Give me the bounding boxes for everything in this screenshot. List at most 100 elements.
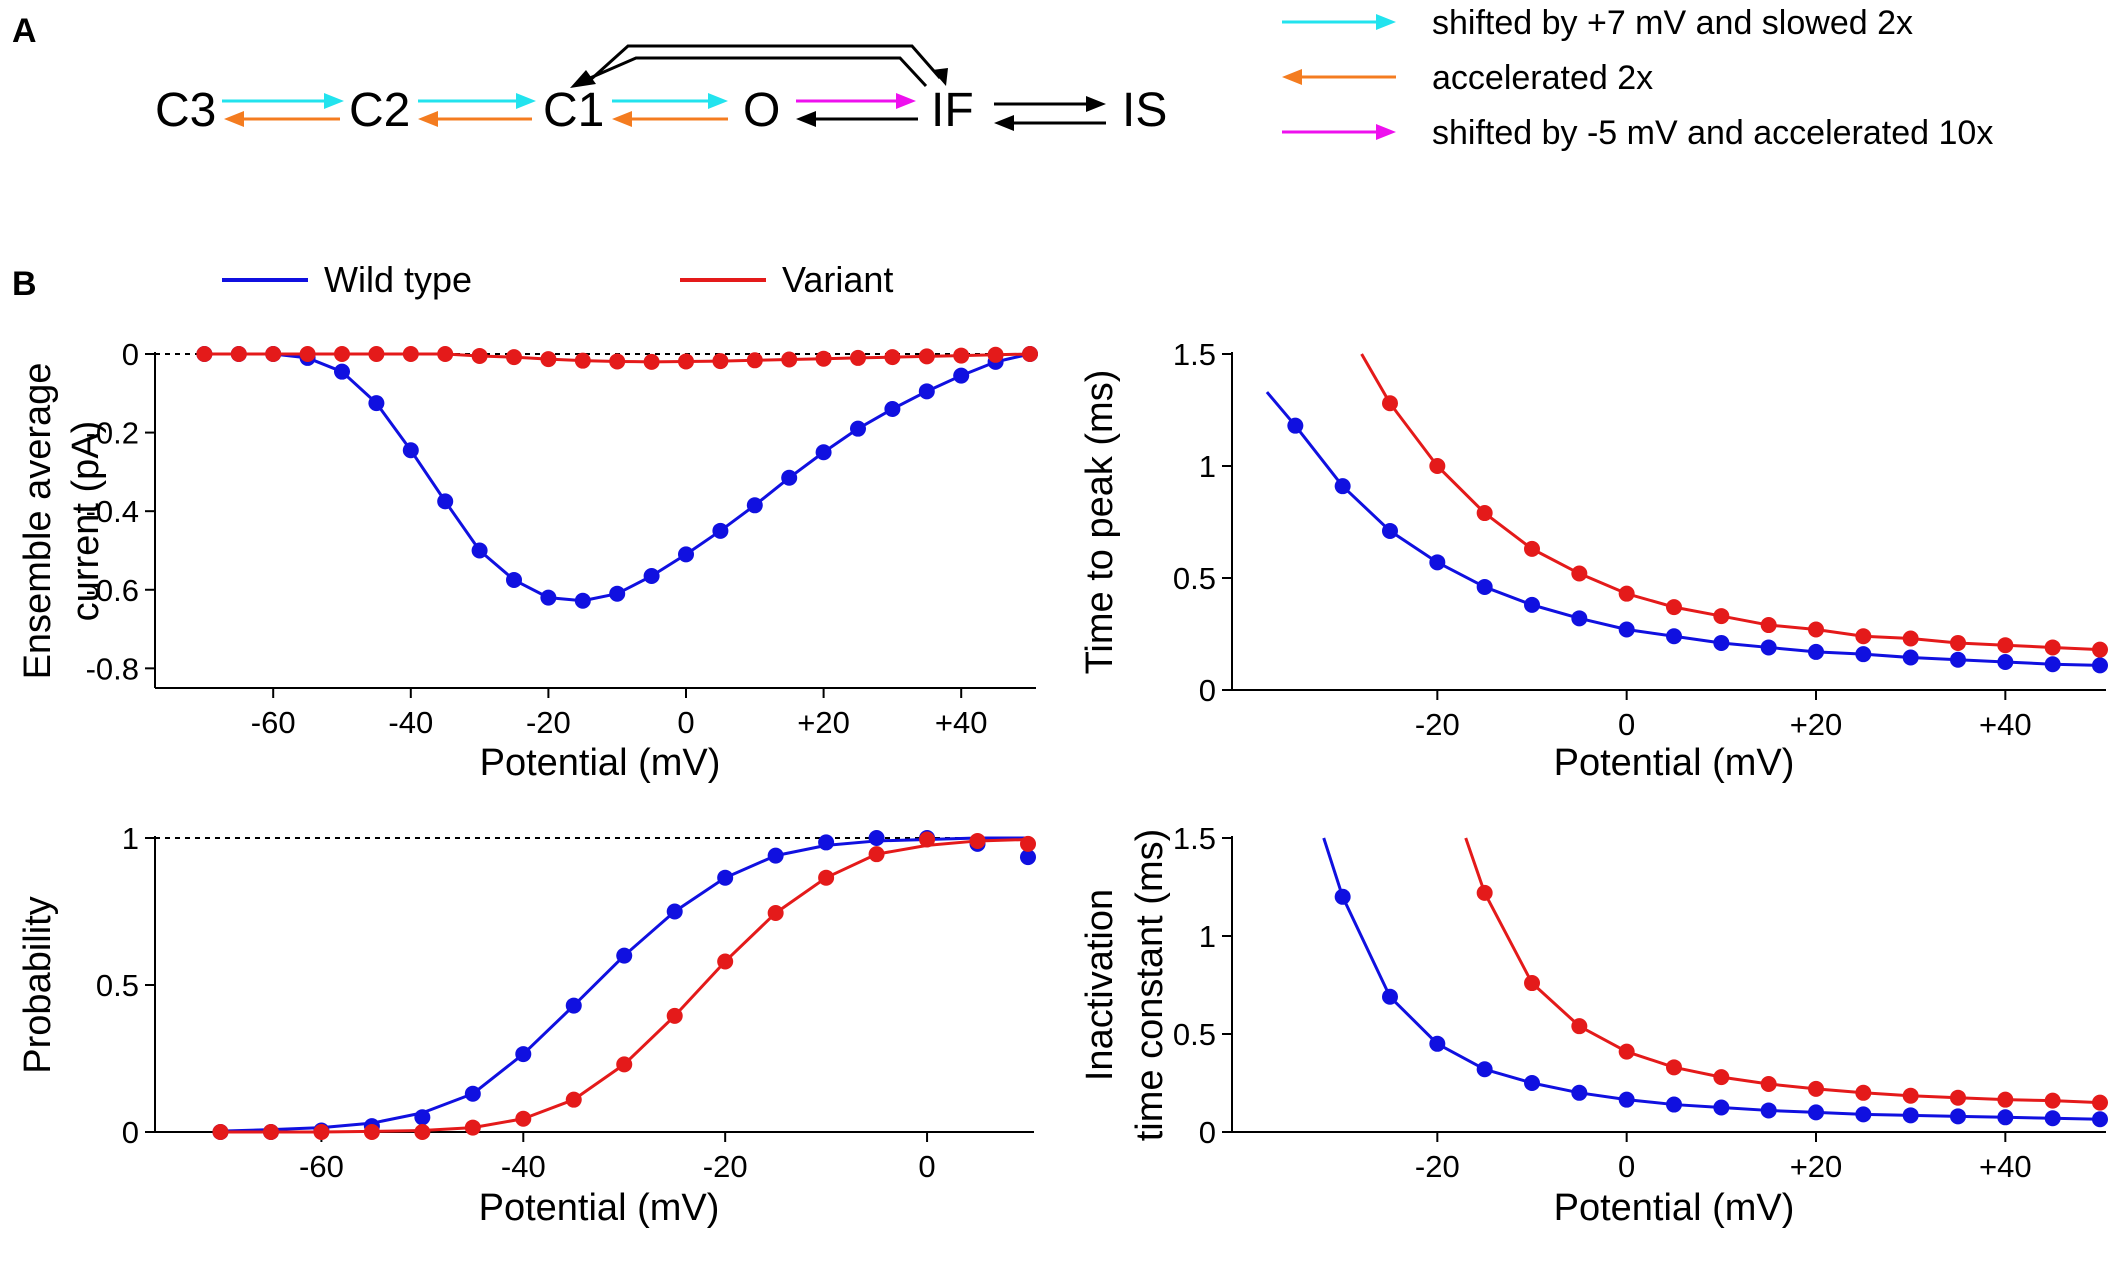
data-point — [1618, 585, 1635, 602]
data-point — [1476, 578, 1493, 595]
data-point — [1429, 554, 1446, 571]
data-point — [1902, 649, 1919, 666]
data-point — [1808, 643, 1824, 660]
x-axis-label: Potential (mV) — [1554, 742, 1795, 784]
series-line — [204, 352, 1031, 603]
data-point — [666, 903, 683, 920]
data-point — [884, 349, 901, 366]
series-legend-label: Variant — [782, 259, 893, 300]
arrow-o-if — [796, 93, 916, 109]
data-point — [1666, 628, 1682, 645]
y-tick-label: 0 — [1199, 1115, 1216, 1150]
data-point — [1476, 884, 1493, 901]
x-tick-label: -20 — [1415, 1149, 1460, 1184]
x-tick-label: +20 — [1790, 1149, 1843, 1184]
data-point — [678, 353, 694, 370]
data-point — [515, 1046, 532, 1063]
data-point — [1760, 1102, 1777, 1119]
arrow-c1-if-loop — [586, 44, 948, 86]
data-point — [1334, 478, 1351, 495]
data-point — [414, 1124, 431, 1140]
data-point — [1760, 1075, 1777, 1092]
y-tick-label: 1.5 — [1173, 337, 1216, 372]
data-point — [868, 846, 885, 863]
data-point — [884, 401, 901, 418]
data-point — [1429, 1035, 1446, 1052]
data-point — [746, 497, 763, 514]
series-line — [220, 836, 1028, 1133]
data-point — [2044, 1092, 2061, 1109]
y-tick-label: 1 — [1199, 919, 1216, 954]
scheme-legend-item: accelerated 2x — [1282, 59, 1653, 97]
data-point — [1382, 395, 1398, 412]
data-point — [609, 585, 626, 602]
data-point — [1571, 1018, 1588, 1035]
data-point — [363, 1124, 380, 1140]
data-point — [987, 346, 1004, 363]
y-tick-label: 0.5 — [1173, 561, 1216, 596]
data-point — [1666, 599, 1682, 616]
data-point — [1476, 1061, 1493, 1078]
data-point — [574, 352, 591, 369]
data-point — [1571, 610, 1588, 627]
y-tick-label: -0.6 — [86, 573, 139, 608]
state-c3: C3 — [155, 84, 216, 137]
series-line — [1464, 837, 2101, 1105]
data-point — [1571, 565, 1588, 582]
x-tick-label: +40 — [1979, 1149, 2032, 1184]
y-axis-label: Time to peak (ms) — [1079, 370, 1121, 675]
data-point — [262, 1124, 279, 1140]
data-point — [1950, 651, 1966, 668]
data-point — [717, 869, 734, 886]
data-point — [1855, 646, 1872, 663]
x-tick-label: 0 — [677, 705, 694, 740]
y-axis-label: Inactivation — [1079, 889, 1121, 1081]
y-axis-label: current (pA) — [65, 421, 107, 622]
y-tick-label: -0.2 — [86, 416, 139, 451]
data-point — [746, 352, 763, 369]
data-point — [1666, 1096, 1682, 1113]
x-tick-label: -40 — [501, 1149, 546, 1184]
data-point — [1287, 417, 1304, 434]
data-point — [1950, 634, 1966, 651]
data-point — [1713, 1099, 1730, 1116]
scheme-legend: shifted by +7 mV and slowed 2x accelerat… — [1282, 4, 1993, 152]
series-line — [1360, 353, 2101, 652]
data-point — [1382, 988, 1398, 1005]
data-point — [540, 351, 557, 368]
data-point — [969, 832, 986, 849]
x-tick-label: +20 — [797, 705, 850, 740]
data-point — [1808, 621, 1824, 638]
panel-label-b: B — [12, 265, 37, 303]
data-point — [666, 1007, 683, 1024]
data-point — [334, 346, 350, 362]
data-point — [1524, 596, 1540, 613]
y-tick-label: 1.5 — [1173, 821, 1216, 856]
state-is: IS — [1122, 84, 1167, 137]
data-point — [515, 1110, 532, 1127]
data-point — [212, 1124, 229, 1140]
series-legend: Wild type Variant — [222, 259, 893, 300]
state-c2: C2 — [349, 84, 410, 137]
arrow-if-is — [994, 96, 1106, 112]
x-tick-label: +40 — [935, 705, 988, 740]
panel-b: B Wild type Variant — [12, 259, 893, 303]
data-point — [815, 350, 832, 367]
data-point — [818, 834, 835, 851]
series-line — [1322, 837, 2101, 1121]
data-point — [299, 346, 316, 362]
x-tick-label: -40 — [388, 705, 433, 740]
data-point — [1855, 1106, 1872, 1123]
data-point — [1382, 522, 1398, 539]
data-point — [850, 420, 866, 437]
data-point — [717, 953, 734, 970]
data-point — [1666, 1059, 1682, 1076]
data-point — [368, 395, 385, 412]
data-point — [471, 347, 488, 364]
data-point — [368, 346, 385, 362]
data-point — [868, 830, 885, 846]
data-point — [313, 1124, 330, 1140]
data-point — [953, 367, 970, 384]
data-point — [1855, 628, 1872, 645]
